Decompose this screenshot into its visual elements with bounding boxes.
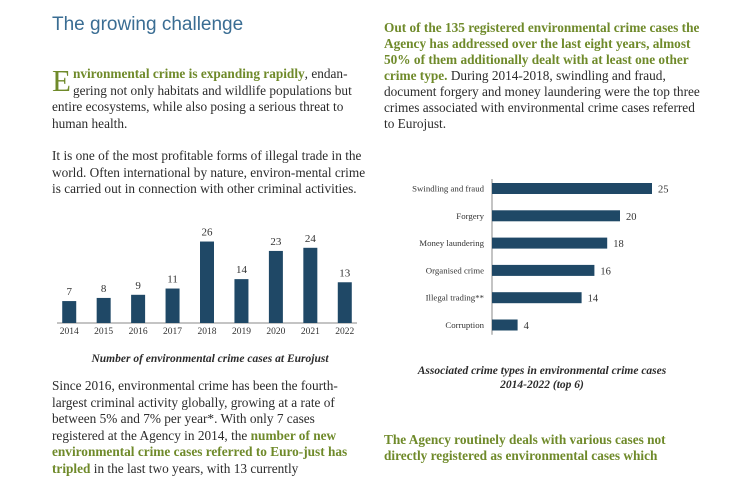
bar-value-2017: 11 <box>167 274 178 286</box>
crime-types-caption: Associated crime types in environmental … <box>384 364 700 392</box>
bar-value-2018: 26 <box>202 227 214 239</box>
bar-value-forgery: 20 <box>626 212 637 223</box>
cases-chart-caption: Number of environmental crime cases at E… <box>91 353 329 365</box>
trade-paragraph: It is one of the most profitable forms o… <box>52 148 366 196</box>
category-label-money-laundering: Money laundering <box>419 238 484 248</box>
bar-value-money-laundering: 18 <box>613 239 624 250</box>
cases-bar-chart: 7 2014 8 2015 9 2016 11 2017 26 2018 14 2019 23 2020 2… <box>57 227 357 337</box>
bar-value-illegal-trading: 14 <box>588 294 599 305</box>
bar-2018 <box>200 241 214 323</box>
tick-label-2015: 2015 <box>94 327 113 337</box>
growth-text: Since 2016, environmental crime has been… <box>52 378 338 443</box>
bar-value-2014: 7 <box>66 286 72 298</box>
bar-value-organised-crime: 16 <box>600 266 611 277</box>
intro-text-b: gering not only habitats and wildlife po… <box>52 82 352 131</box>
crime-types-caption-line2: 2014-2022 (top 6) <box>500 379 584 391</box>
tick-label-2019: 2019 <box>232 327 251 337</box>
bar-value-corruption: 4 <box>524 321 530 332</box>
bar-value-2016: 9 <box>135 280 141 292</box>
bar-2021 <box>303 247 318 323</box>
bar-value-swindling-and-fraud: 25 <box>658 185 669 196</box>
category-label-swindling-and-fraud: Swindling and fraud <box>412 184 484 194</box>
bar-value-2019: 14 <box>236 264 248 276</box>
intro-text-a: , endan- <box>304 66 348 81</box>
bar-corruption <box>492 319 518 331</box>
bar-2017 <box>165 288 180 323</box>
category-label-corruption: Corruption <box>445 320 484 330</box>
crime-types-bar-chart: Swindling and fraud 25 Forgery 20 Money laun… <box>412 179 669 335</box>
intro-highlight: nvironmental crime is expanding rapidly <box>72 66 305 81</box>
bar-money-laundering <box>492 237 608 249</box>
associated-crime-highlight: Out of the 135 registered environmental … <box>384 20 700 83</box>
routine-paragraph: The Agency routinely deals with various … <box>384 432 700 464</box>
bar-2022 <box>337 282 352 323</box>
category-label-forgery: Forgery <box>456 211 484 221</box>
bar-swindling-and-fraud <box>492 183 652 194</box>
crime-types-caption-line1: Associated crime types in environmental … <box>417 365 667 377</box>
bar-forgery <box>492 210 620 222</box>
tick-label-2018: 2018 <box>198 327 217 337</box>
growth-paragraph: Since 2016, environmental crime has been… <box>52 378 368 477</box>
bar-value-2021: 24 <box>305 233 317 245</box>
tick-label-2022: 2022 <box>335 327 354 337</box>
associated-crime-paragraph: Out of the 135 registered environmental … <box>384 20 700 132</box>
bar-organised-crime <box>492 264 595 276</box>
drop-cap: E <box>52 63 71 98</box>
bar-value-2015: 8 <box>101 283 107 295</box>
tick-label-2014: 2014 <box>60 327 79 337</box>
routine-highlight: The Agency routinely deals with various … <box>384 432 666 463</box>
category-label-organised-crime: Organised crime <box>426 265 484 275</box>
associated-crime-text: During 2014-2018, swindling and fraud, d… <box>384 68 700 131</box>
tick-label-2017: 2017 <box>163 327 182 337</box>
bar-2014 <box>62 301 77 323</box>
bar-2019 <box>234 279 249 323</box>
page-title: The growing challenge <box>52 14 244 35</box>
bar-value-2022: 13 <box>339 267 351 279</box>
tick-label-2021: 2021 <box>301 327 320 337</box>
bar-2016 <box>131 294 146 323</box>
bar-2020 <box>268 250 283 323</box>
bar-illegal-trading <box>492 292 582 304</box>
bar-2015 <box>96 297 111 323</box>
tick-label-2020: 2020 <box>266 327 285 337</box>
tick-label-2016: 2016 <box>129 327 148 337</box>
growth-tail: in the last two years, with 13 currently <box>90 460 299 476</box>
category-label-illegal-trading: Illegal trading** <box>426 293 484 303</box>
bar-value-2020: 23 <box>270 236 282 248</box>
